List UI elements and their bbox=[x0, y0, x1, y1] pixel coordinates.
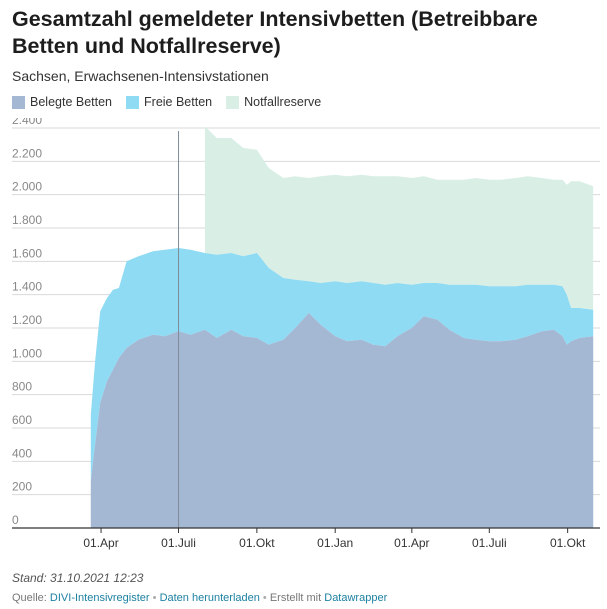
x-tick-label: 01.Juli bbox=[472, 536, 507, 550]
y-tick-label: 800 bbox=[12, 380, 32, 394]
source-label: Quelle: bbox=[12, 592, 47, 604]
legend-label: Belegte Betten bbox=[30, 95, 113, 109]
y-tick-label: 1.000 bbox=[12, 346, 42, 360]
legend-swatch-frei bbox=[126, 95, 140, 109]
legend-item-belegte-betten: Belegte Betten bbox=[12, 95, 112, 109]
x-tick-label: 01.Jan bbox=[317, 536, 353, 550]
chart-footer: Quelle: DIVI-Intensivregister • Daten he… bbox=[12, 592, 387, 604]
x-tick-label: 01.Juli bbox=[161, 536, 196, 550]
y-tick-label: 1.800 bbox=[12, 213, 42, 227]
y-tick-label: 2.400 bbox=[12, 118, 42, 127]
area-notfallreserve bbox=[204, 126, 594, 310]
y-tick-label: 1.600 bbox=[12, 246, 42, 260]
area-chart: 0 200 400 600 800 1.000 1.200 1.400 1.600 1.800 2.… bbox=[12, 118, 600, 550]
chart-legend: Belegte Betten Freie Betten Notfallreser… bbox=[12, 95, 335, 109]
footer-separator: • bbox=[262, 592, 267, 604]
datawrapper-link[interactable]: Datawrapper bbox=[324, 592, 388, 604]
chart-subtitle: Sachsen, Erwachsenen-Intensivstationen bbox=[12, 68, 269, 84]
chart-title: Gesamtzahl gemeldeter Intensivbetten (Be… bbox=[12, 7, 538, 58]
y-tick-label: 600 bbox=[12, 413, 32, 427]
credit-text: Erstellt mit bbox=[269, 592, 322, 604]
y-tick-label: 2.000 bbox=[12, 180, 42, 194]
y-tick-label: 400 bbox=[12, 446, 32, 460]
y-tick-label: 200 bbox=[12, 480, 32, 494]
download-data-link[interactable]: Daten herunterladen bbox=[159, 592, 260, 604]
area-belegte-betten bbox=[90, 313, 594, 528]
x-tick-label: 01.Okt bbox=[550, 536, 586, 550]
legend-label: Freie Betten bbox=[144, 95, 213, 109]
area-series bbox=[90, 126, 594, 528]
y-tick-label: 1.400 bbox=[12, 280, 42, 294]
x-tick-label: 01.Apr bbox=[83, 536, 118, 550]
legend-item-freie-betten: Freie Betten bbox=[126, 95, 212, 109]
legend-swatch-belegt bbox=[12, 95, 25, 109]
legend-item-notfallreserve: Notfallreserve bbox=[226, 95, 321, 109]
y-tick-label: 1.200 bbox=[12, 313, 42, 327]
source-link[interactable]: DIVI-Intensivregister bbox=[49, 592, 150, 604]
legend-swatch-reserve bbox=[226, 95, 240, 109]
axes: 01.Apr 01.Juli 01.Okt 01.Jan 01.Apr 01.Juli 01… bbox=[12, 131, 600, 550]
area-freie-betten bbox=[90, 248, 594, 482]
footer-separator: • bbox=[152, 592, 157, 604]
chart-notes: Stand: 31.10.2021 12:23 bbox=[12, 571, 144, 585]
y-tick-label: 0 bbox=[12, 513, 19, 527]
x-tick-label: 01.Apr bbox=[394, 536, 429, 550]
y-tick-label: 2.200 bbox=[12, 146, 42, 160]
x-tick-label: 01.Okt bbox=[239, 536, 275, 550]
legend-label: Notfallreserve bbox=[244, 95, 322, 109]
